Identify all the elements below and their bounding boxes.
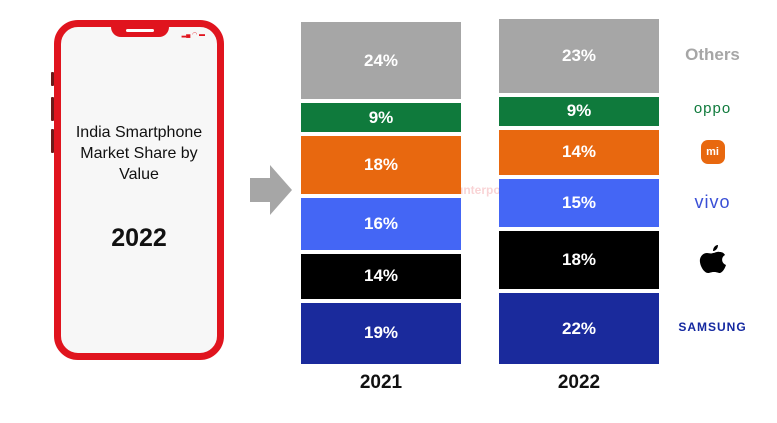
data-label: 15%	[561, 193, 597, 213]
phone-button	[51, 97, 54, 121]
legend-xiaomi: mi	[670, 140, 755, 165]
data-label: 22%	[561, 318, 597, 338]
legend-label: vivo	[694, 192, 731, 213]
data-label: 18%	[363, 155, 399, 175]
bar-segment-samsung-2022: 22%	[499, 293, 659, 364]
data-label: 23%	[561, 45, 597, 65]
bar-segment-samsung-2021: 19%	[301, 302, 461, 364]
legend-label: SAMSUNG	[678, 319, 747, 334]
bar-segment-others-2022: 23%	[499, 18, 659, 93]
bar-segment-xiaomi-2021: 18%	[301, 136, 461, 195]
data-label: 14%	[561, 142, 597, 162]
data-label: 24%	[363, 50, 399, 70]
bar-segment-apple-2021: 14%	[301, 253, 461, 299]
data-label: 9%	[566, 101, 592, 121]
data-label: 9%	[368, 107, 394, 127]
chart-year: 2022	[111, 224, 167, 252]
phone-notch	[111, 25, 169, 37]
x-tick-label: 2021	[359, 372, 403, 393]
phone-button	[51, 129, 54, 153]
chart-title: India Smartphone Market Share by Value	[75, 124, 203, 183]
status-icons: ▂▄ ◠ ▬	[181, 32, 205, 38]
bar-segment-vivo-2022: 15%	[499, 178, 659, 228]
data-label: 18%	[561, 250, 597, 270]
data-label: 16%	[363, 213, 399, 233]
bar-segment-apple-2022: 18%	[499, 231, 659, 290]
bar-segment-oppo-2022: 9%	[499, 96, 659, 126]
data-label: 14%	[363, 266, 399, 286]
bar-segment-oppo-2021: 9%	[301, 103, 461, 133]
legend-others: Others	[670, 45, 755, 65]
arrow-right-icon	[250, 165, 292, 215]
phone-button	[51, 72, 54, 86]
bar-segment-others-2021: 24%	[301, 22, 461, 100]
bar-segment-xiaomi-2022: 14%	[499, 129, 659, 175]
legend-oppo: oppo	[670, 100, 755, 118]
data-label: 19%	[363, 323, 399, 343]
legend-label: Others	[685, 44, 740, 64]
apple-logo-icon	[699, 245, 726, 274]
legend-samsung: SAMSUNG	[670, 318, 755, 336]
x-tick-label: 2022	[557, 372, 601, 393]
legend-label: oppo	[693, 100, 732, 118]
phone-illustration: ▂▄ ◠ ▬ India Smartphone Market Share by …	[51, 20, 224, 360]
legend-vivo: vivo	[670, 192, 755, 213]
bar-segment-vivo-2021: 16%	[301, 198, 461, 250]
xiaomi-logo-icon: mi	[700, 140, 725, 165]
legend-apple	[670, 243, 755, 282]
